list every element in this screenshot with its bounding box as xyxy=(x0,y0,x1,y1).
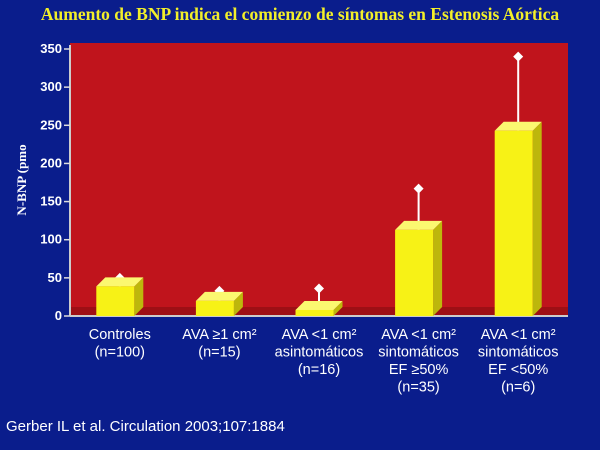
y-tick-label: 150 xyxy=(40,194,62,209)
category-label: AVA <1 cm² xyxy=(381,327,456,343)
bar-side xyxy=(532,121,542,317)
category-label: EF ≥50% xyxy=(389,362,449,378)
category-label: AVA <1 cm² xyxy=(282,327,357,343)
bar-side xyxy=(433,220,443,316)
category-label: (n=35) xyxy=(397,380,439,396)
error-bar-cap xyxy=(513,51,524,62)
bar-side xyxy=(333,300,343,316)
error-bar-cap xyxy=(314,283,324,294)
category-label: Controles xyxy=(89,327,151,343)
bar-top xyxy=(195,291,243,301)
category-labels: Controles (n=100) AVA ≥1 cm² (n=15) AVA <1 c… xyxy=(89,327,559,396)
bars xyxy=(96,51,542,317)
bar-side xyxy=(134,277,144,316)
error-bar-cap xyxy=(413,183,424,194)
y-tick-label: 350 xyxy=(40,41,62,56)
category-label: EF <50% xyxy=(488,362,548,378)
bar xyxy=(494,130,533,316)
category-label: AVA <1 cm² xyxy=(481,327,556,343)
slide-title: Aumento de BNP indica el comienzo de sín… xyxy=(40,4,560,24)
bar xyxy=(195,300,234,316)
y-tick-label: 250 xyxy=(40,117,62,132)
y-axis-ticks: 0 50 100 150 200 250 300 350 xyxy=(40,41,70,323)
y-tick-label: 100 xyxy=(40,232,62,247)
category-label: (n=16) xyxy=(298,362,340,378)
bar-top xyxy=(96,277,144,287)
category-label: (n=100) xyxy=(95,345,145,361)
bar-side xyxy=(233,291,243,316)
citation: Gerber IL et al. Circulation 2003;107:18… xyxy=(6,418,285,435)
y-tick-label: 300 xyxy=(40,79,62,94)
bar xyxy=(96,286,135,316)
y-tick-label: 200 xyxy=(40,155,62,170)
bar xyxy=(395,229,434,316)
category-label: (n=6) xyxy=(501,380,535,396)
y-tick-label: 0 xyxy=(55,308,62,323)
bar-top xyxy=(295,300,343,310)
category-label: sintomáticos xyxy=(478,345,559,361)
category-label: asintomáticos xyxy=(275,345,364,361)
y-tick-label: 50 xyxy=(48,270,62,285)
bar xyxy=(295,309,334,316)
bar-top xyxy=(395,220,443,230)
bar-top xyxy=(494,121,542,131)
category-label: AVA ≥1 cm² xyxy=(182,327,256,343)
category-label: (n=15) xyxy=(198,345,240,361)
category-label: sintomáticos xyxy=(378,345,459,361)
plot-area-background xyxy=(70,43,568,316)
